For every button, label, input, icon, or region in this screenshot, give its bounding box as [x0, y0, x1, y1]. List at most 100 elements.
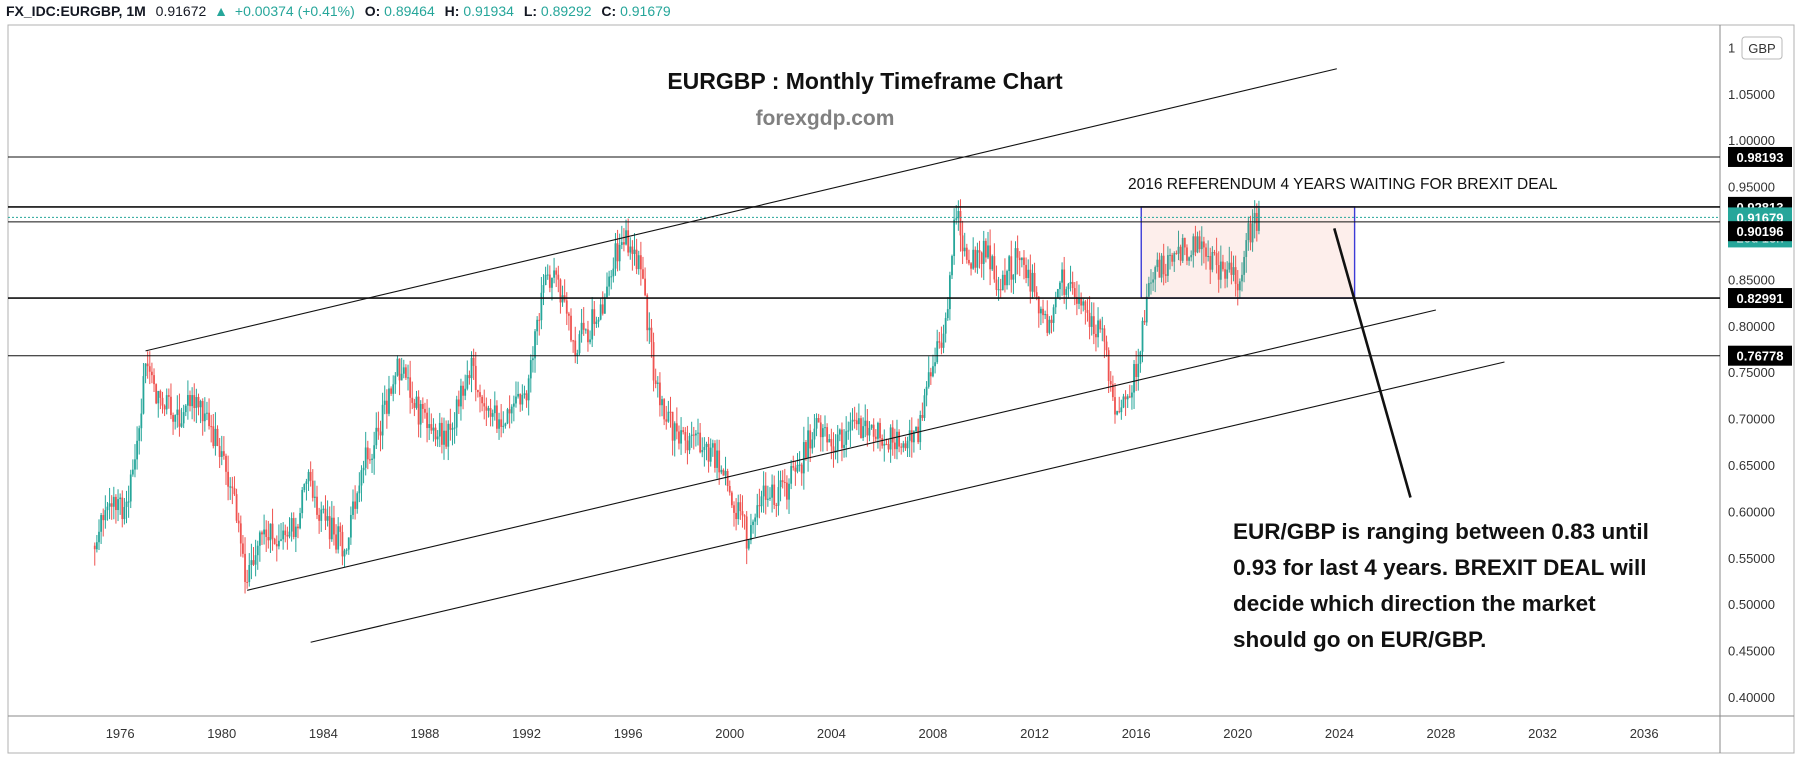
candle-body	[540, 292, 543, 321]
candle-body	[252, 560, 255, 565]
candle-body	[1137, 363, 1140, 378]
change-value: +0.00374 (+0.41%)	[235, 3, 355, 19]
x-tick-label: 2000	[715, 726, 744, 741]
candle-body	[813, 428, 816, 440]
candle-body	[997, 289, 1000, 291]
candle-body	[339, 526, 342, 532]
candle-body	[862, 426, 865, 438]
comment-line: EUR/GBP is ranging between 0.83 until	[1233, 519, 1649, 544]
candle-body	[669, 411, 672, 413]
candle-body	[438, 422, 441, 437]
candle-body	[1018, 257, 1021, 261]
candle-body	[1082, 301, 1085, 306]
time-axis: 1976 1980 1984 1988 1992 1996 2000 2004 2008 2012…	[106, 726, 1659, 741]
y-tick-label: 1.00000	[1728, 133, 1775, 148]
candle-body	[893, 442, 896, 450]
candle-body	[794, 467, 797, 472]
x-tick-label: 1980	[207, 726, 236, 741]
candle-body	[1095, 333, 1097, 338]
candle-body	[345, 549, 348, 551]
x-tick-label: 2008	[918, 726, 947, 741]
candle-body	[112, 496, 115, 507]
candle-body	[191, 395, 194, 407]
candle-body	[1061, 269, 1063, 283]
candle-body	[307, 471, 310, 482]
candle-body	[857, 418, 860, 425]
candle-body	[1219, 261, 1222, 280]
y-tick-label: 0.50000	[1728, 597, 1775, 612]
candle-body	[841, 429, 843, 448]
candle-body	[771, 484, 773, 498]
candle-body	[957, 211, 960, 219]
candle-body	[603, 297, 606, 314]
candle-body	[451, 428, 454, 430]
candle-body	[802, 442, 805, 474]
candle-body	[496, 405, 498, 429]
candle-body	[1101, 328, 1104, 330]
candle-body	[261, 532, 263, 535]
candle-body	[1037, 296, 1040, 314]
candle-body	[1080, 298, 1083, 306]
candle-body	[148, 366, 151, 372]
candle-body	[208, 412, 210, 427]
candle-body	[182, 412, 185, 424]
candle-body	[610, 276, 613, 278]
candle-body	[1073, 288, 1076, 298]
candle-body	[292, 518, 295, 537]
candle-body	[663, 399, 666, 420]
price-axis: 0.40000 0.45000 0.50000 0.55000 0.60000 0.650…	[1728, 40, 1775, 705]
candle-body	[595, 321, 598, 324]
candle-body	[421, 403, 424, 409]
trendline	[310, 361, 1505, 643]
candle-body	[288, 531, 291, 537]
candle-body	[396, 358, 399, 376]
candle-body	[297, 526, 299, 529]
candle-body	[921, 415, 924, 418]
candle-body	[836, 434, 839, 451]
candle-body	[320, 509, 323, 521]
candle-body	[1141, 320, 1144, 352]
candle-body	[1086, 309, 1089, 313]
candle-body	[381, 404, 384, 436]
candle-body	[574, 340, 577, 356]
candle-body	[612, 268, 615, 277]
candle-body	[646, 295, 649, 331]
candle-body	[1160, 255, 1163, 278]
candle-body	[349, 514, 352, 538]
candle-body	[210, 426, 213, 428]
candle-body	[716, 450, 718, 468]
candle-body	[280, 539, 282, 541]
candle-body	[398, 358, 401, 381]
candle-body	[661, 399, 663, 406]
price-tag-label: 0.90196	[1737, 224, 1784, 239]
candle-body	[1063, 269, 1066, 295]
candle-body	[578, 334, 581, 354]
candle-body	[443, 430, 445, 445]
currency-badge[interactable]	[1741, 36, 1783, 60]
y-tick-label: 0.85000	[1728, 272, 1775, 287]
candle-body	[284, 530, 287, 536]
candle-body	[718, 450, 721, 473]
candle-body	[1188, 257, 1190, 261]
candle-body	[504, 423, 507, 426]
candle-body	[1215, 253, 1218, 266]
candle-body	[883, 443, 886, 446]
candle-body	[807, 430, 809, 459]
candle-body	[273, 538, 276, 545]
last-price: 0.91672	[156, 3, 207, 19]
candle-body	[792, 466, 795, 468]
candle-body	[1249, 223, 1252, 243]
x-tick-label: 2004	[817, 726, 846, 741]
candle-body	[326, 516, 329, 521]
candle-body	[155, 384, 158, 404]
candle-body	[923, 395, 926, 418]
candle-body	[1069, 281, 1072, 284]
candle-body	[796, 464, 799, 472]
price-tag	[1728, 146, 1792, 167]
candle-body	[1050, 319, 1053, 323]
candle-body	[1169, 254, 1171, 256]
x-tick-label: 2024	[1325, 726, 1354, 741]
candle-body	[362, 467, 365, 471]
